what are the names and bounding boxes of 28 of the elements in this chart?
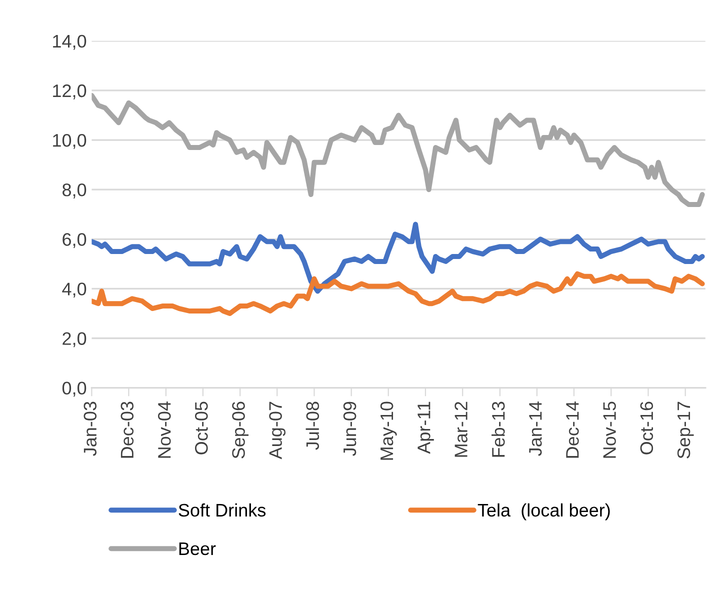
y-tick-label: 6,0 [62, 233, 86, 248]
x-tick-label: Jul-08 [306, 402, 320, 450]
x-tick-label: Jan-03 [84, 402, 97, 456]
x-tick-label: Dec-03 [120, 402, 134, 458]
x-tick-label: Oct-16 [640, 402, 654, 454]
x-tick-label: Aug-07 [269, 402, 286, 460]
x-tick-label: Apr-11 [418, 402, 434, 454]
y-tick-label: 2,0 [62, 332, 86, 348]
x-tick-label: Nov-04 [158, 402, 171, 458]
x-tick-label: Jan-14 [529, 402, 542, 456]
y-tick-label: 8,0 [62, 184, 86, 198]
x-tick-label: Oct-05 [195, 402, 208, 454]
x-tick-label: Sep-17 [677, 402, 694, 458]
x-tick-label: Feb-13 [492, 402, 505, 457]
y-tick-label: 10,0 [53, 134, 86, 149]
legend-label: Soft Drinks [178, 503, 266, 517]
x-tick-label: Mar-12 [454, 402, 468, 457]
x-tick-label: May-10 [380, 402, 397, 460]
legend-label: Beer [179, 542, 216, 556]
x-tick-label: Dec-14 [566, 402, 579, 458]
legend-label: Tela (local beer) [478, 503, 610, 520]
y-tick-label: 0,0 [62, 382, 86, 397]
x-tick-label: Nov-15 [603, 402, 616, 458]
x-tick-label: Jun-09 [343, 402, 356, 456]
x-tick-label: Sep-06 [232, 402, 248, 458]
y-tick-label: 12,0 [53, 84, 86, 100]
y-tick-label: 14,0 [53, 34, 86, 50]
y-tick-label: 4,0 [62, 282, 86, 298]
